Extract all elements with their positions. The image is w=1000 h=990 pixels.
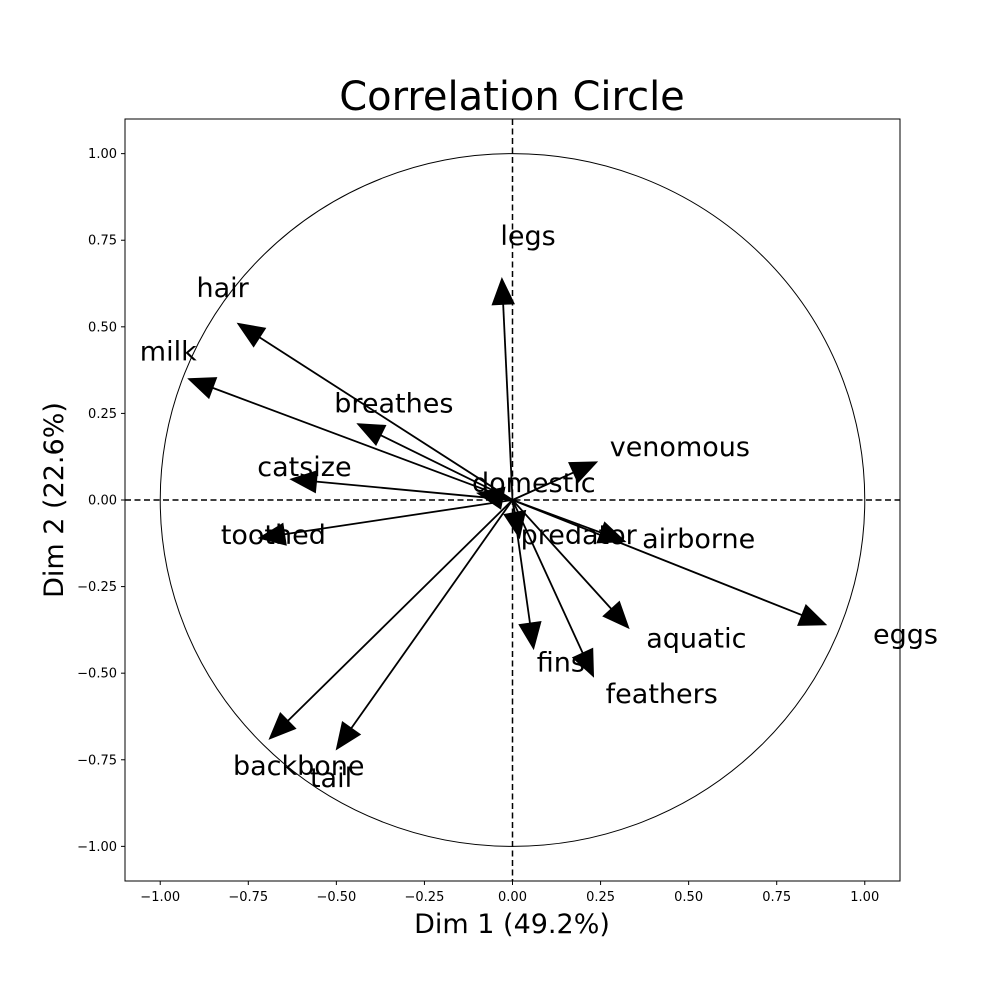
vector-label-venomous: venomous (610, 432, 750, 463)
vector-label-legs: legs (500, 221, 555, 252)
vector-arrow-backbone (287, 499, 514, 722)
y-tick-label: 0.50 (88, 320, 117, 335)
plot-frame (124, 118, 901, 882)
vector-label-feathers: feathers (606, 679, 718, 710)
y-tick-label: 0.25 (88, 407, 117, 422)
vector-arrow-airborne (512, 499, 602, 534)
y-tick-label: −1.00 (77, 840, 117, 855)
vector-head-catsize (289, 469, 319, 494)
vector-head-fins (518, 620, 542, 651)
vector-label-milk: milk (140, 337, 197, 368)
vector-arrow-hair (259, 336, 513, 501)
vector-head-feathers (571, 647, 595, 678)
x-tick-label: 1.00 (850, 890, 879, 905)
vector-label-fins: fins (537, 647, 585, 678)
y-axis-label: Dim 2 (22.6%) (39, 402, 70, 598)
vector-head-aquatic (602, 600, 630, 630)
vector-head-backbone (268, 712, 297, 740)
vector-arrow-milk (212, 387, 513, 501)
vector-head-venomous (568, 461, 599, 484)
vector-head-eggs (797, 604, 828, 626)
x-tick-label: 0.00 (498, 890, 527, 905)
vector-head-airborne (596, 521, 627, 544)
chart-title: Correlation Circle (339, 74, 685, 120)
x-tick-label: −0.75 (228, 890, 268, 905)
vector-label-hair: hair (197, 273, 250, 304)
y-tick-label: −0.50 (77, 667, 117, 682)
vector-label-backbone: backbone (233, 751, 365, 782)
x-tick-label: −0.50 (316, 890, 356, 905)
vector-label-breathes: breathes (334, 388, 453, 419)
vector-arrow-venomous (512, 471, 574, 501)
x-tick-label: −1.00 (140, 890, 180, 905)
vector-label-catsize: catsize (257, 452, 351, 483)
vector-arrow-toothed (284, 499, 513, 536)
vector-label-tail: tail (310, 763, 352, 794)
x-tick-label: −0.25 (405, 890, 445, 905)
x-tick-label: 0.75 (762, 890, 791, 905)
vector-label-airborne: airborne (642, 524, 755, 555)
y-tick-label: −0.75 (77, 753, 117, 768)
vector-head-milk (187, 377, 218, 400)
vector-arrow-breathes (380, 434, 513, 501)
x-tick-label: 0.25 (586, 890, 615, 905)
vector-arrow-fins (511, 499, 531, 624)
vector-head-legs (491, 277, 515, 306)
vector-arrow-catsize (316, 480, 513, 501)
vector-label-aquatic: aquatic (646, 623, 746, 654)
vector-label-toothed: toothed (221, 520, 326, 551)
x-tick-label: 0.50 (674, 890, 703, 905)
x-axis-label: Dim 1 (49.2%) (414, 909, 610, 940)
vector-label-eggs: eggs (873, 619, 938, 650)
y-tick-label: 0.75 (88, 234, 117, 249)
vector-head-tail (335, 720, 362, 751)
vector-head-breathes (356, 423, 387, 446)
vector-head-toothed (257, 522, 287, 546)
vector-arrow-feathers (511, 499, 584, 654)
vector-arrow-tail (350, 499, 514, 729)
vector-arrow-eggs (512, 499, 803, 616)
vector-arrow-aquatic (511, 499, 612, 610)
vector-arrow-legs (502, 304, 514, 501)
y-tick-label: −0.25 (77, 580, 117, 595)
vector-label-predator: predator (521, 520, 638, 551)
vector-head-hair (236, 322, 267, 348)
plot-area: −1.00 −1.00 −0.75 −0.75 −0.50 −0.50 −0.25 −0.25… (77, 118, 938, 905)
y-tick-label: 0.00 (88, 494, 117, 509)
y-tick-label: 1.00 (88, 147, 117, 162)
vector-label-domestic: domestic (472, 468, 596, 499)
